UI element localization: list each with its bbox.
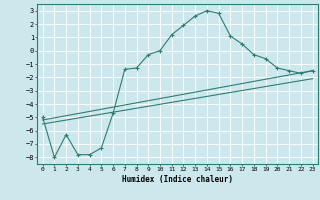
X-axis label: Humidex (Indice chaleur): Humidex (Indice chaleur) [122, 175, 233, 184]
